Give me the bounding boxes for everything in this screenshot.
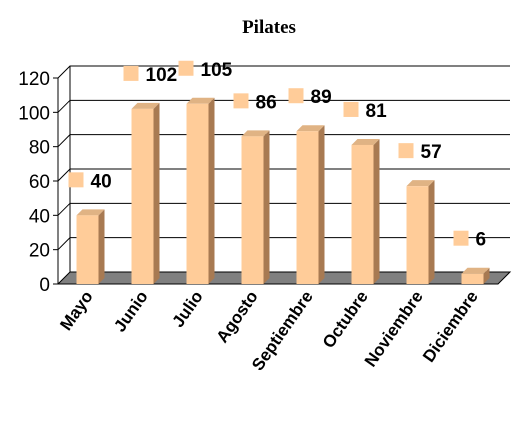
bar-top-face xyxy=(406,180,435,187)
bar-front-face xyxy=(241,136,264,284)
bar-junio xyxy=(131,102,160,285)
bar-front-face xyxy=(296,131,319,284)
data-label-marker xyxy=(453,230,469,246)
data-label: 102 xyxy=(146,65,178,86)
bar-diciembre xyxy=(461,267,490,284)
y-tick-label: 100 xyxy=(18,103,50,124)
y-tick-label: 80 xyxy=(29,138,50,159)
bar-septiembre xyxy=(296,125,325,284)
data-label: 40 xyxy=(91,171,112,192)
bar-front-face xyxy=(461,273,484,284)
bar-side-face xyxy=(483,267,490,284)
bar-top-face xyxy=(241,130,270,137)
x-tick-label: Julio xyxy=(168,287,206,330)
data-label: 6 xyxy=(476,230,487,251)
y-tick-label: 0 xyxy=(39,275,50,296)
bar-top-face xyxy=(351,138,380,145)
bar-side-face xyxy=(208,97,215,284)
bar-front-face xyxy=(351,144,374,284)
data-label: 105 xyxy=(201,60,233,81)
bar-side-face xyxy=(263,130,270,284)
x-tick-label: Junio xyxy=(110,287,152,335)
data-label: 86 xyxy=(256,92,277,113)
bar-top-face xyxy=(76,209,105,216)
y-tick-label: 60 xyxy=(29,172,50,193)
data-label-marker xyxy=(233,93,249,109)
gridline xyxy=(57,168,510,182)
data-label-marker xyxy=(398,143,414,159)
gridline xyxy=(57,99,510,113)
x-tick-label: Agosto xyxy=(213,287,262,346)
data-label-marker xyxy=(178,60,194,76)
bar-side-face xyxy=(428,180,435,284)
data-label-marker xyxy=(68,172,84,188)
chart-title: Pilates xyxy=(242,17,296,38)
bar-side-face xyxy=(318,125,325,284)
bar-side-face xyxy=(98,209,105,284)
data-label-marker xyxy=(343,101,359,117)
bar-top-face xyxy=(296,125,325,132)
x-tick-label: Noviembre xyxy=(361,287,427,370)
bar-top-face xyxy=(186,97,215,104)
bar-front-face xyxy=(406,186,429,284)
data-label: 57 xyxy=(421,142,442,163)
bar-front-face xyxy=(131,108,154,285)
bar-agosto xyxy=(241,130,270,284)
bar-octubre xyxy=(351,138,380,284)
data-label: 89 xyxy=(311,87,332,108)
x-tick-label: Mayo xyxy=(56,287,96,334)
bar-julio xyxy=(186,97,215,284)
bar-front-face xyxy=(76,215,99,284)
bar-mayo xyxy=(76,209,105,284)
gridline xyxy=(57,202,510,216)
gridline xyxy=(57,134,510,148)
bar-noviembre xyxy=(406,180,435,284)
bar-side-face xyxy=(153,102,160,285)
y-tick-label: 20 xyxy=(29,241,50,262)
x-tick-label: Diciembre xyxy=(419,287,482,365)
data-label-marker xyxy=(288,88,304,104)
x-tick-label: Octubre xyxy=(319,287,372,351)
chart-floor xyxy=(56,271,512,285)
bar-front-face xyxy=(186,103,209,284)
data-label: 81 xyxy=(366,101,388,122)
bar-top-face xyxy=(461,267,490,274)
gridline xyxy=(57,237,510,251)
y-tick-label: 40 xyxy=(29,206,50,227)
bar-side-face xyxy=(373,138,380,284)
y-tick-label: 120 xyxy=(18,69,50,90)
data-label-marker xyxy=(123,65,139,81)
bar-top-face xyxy=(131,102,160,109)
